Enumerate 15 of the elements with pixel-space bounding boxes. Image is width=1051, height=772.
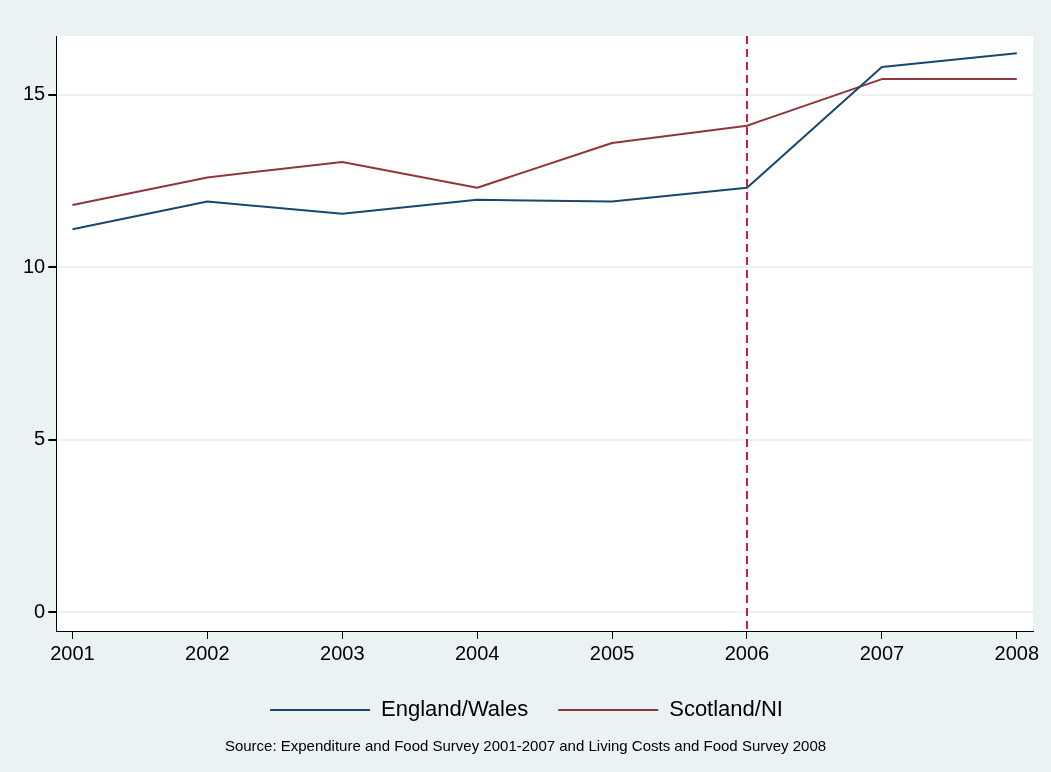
x-tick-label: 2003 [320, 641, 365, 664]
source-note: Source: Expenditure and Food Survey 2001-2007 and Living Costs and Food Survey 2008 [223, 737, 828, 754]
x-tick-label: 2005 [589, 641, 635, 664]
y-tick-label: 10 [23, 254, 46, 277]
y-tick-label: 5 [34, 427, 46, 450]
x-tick-label: 2006 [724, 641, 770, 664]
x-tick-label: 2001 [50, 641, 95, 664]
y-tick-label: 0 [34, 599, 46, 622]
x-tick-label: 2007 [859, 641, 905, 664]
legend-label: England/Wales [381, 696, 529, 722]
x-tick-label: 2004 [454, 641, 500, 664]
x-tick-label: 2002 [185, 641, 230, 664]
x-tick-label: 2008 [994, 641, 1040, 664]
legend-label: Scotland/NI [669, 696, 783, 722]
y-tick-label: 15 [23, 82, 46, 105]
